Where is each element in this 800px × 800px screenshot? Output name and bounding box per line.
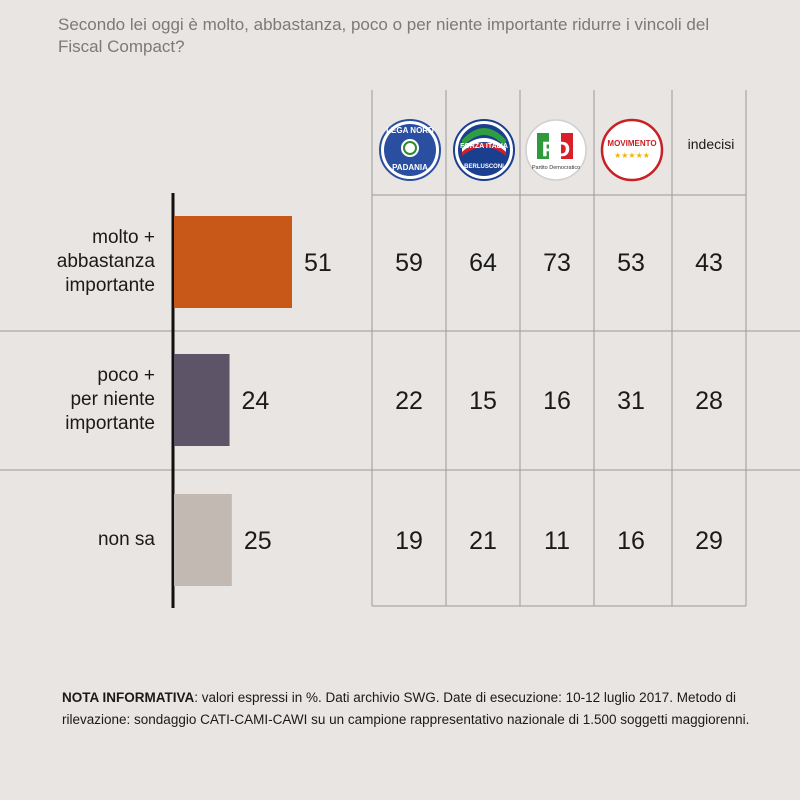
chart-question: Secondo lei oggi è molto, abbastanza, po… — [58, 15, 710, 56]
table-gridlines — [0, 90, 800, 607]
table-cell-0-2: 73 — [543, 249, 571, 277]
table-cell-2-0: 19 — [395, 527, 423, 555]
bar-value-label-2: 25 — [244, 527, 272, 555]
table-cell-2-4: 29 — [695, 527, 723, 555]
m5s-logo-top-text: MOVIMENTO — [607, 139, 656, 148]
category-label-2: non sa — [97, 529, 155, 550]
table-cell-2-2: 11 — [544, 527, 570, 555]
bar-value-label-0: 51 — [304, 249, 332, 277]
note-title: NOTA INFORMATIVA — [62, 690, 195, 705]
table-cell-0-0: 59 — [395, 249, 423, 277]
category-label-0: molto + abbastanza importante — [56, 227, 155, 296]
pd-logo-bottom-text: Partito Democratico — [532, 165, 580, 171]
table-cell-1-3: 31 — [617, 387, 645, 415]
bar-series: 51 24 25 — [174, 216, 332, 586]
lega-logo-top-text: LEGA NORD — [386, 126, 434, 135]
table-cell-2-3: 16 — [617, 527, 645, 555]
lega-logo-bottom-text: PADANIA — [392, 163, 428, 172]
table-cell-1-4: 28 — [695, 387, 723, 415]
indecisi-header: indecisi — [687, 136, 735, 152]
forza-italia-logo: FORZA ITALIA BERLUSCONI — [452, 118, 516, 182]
table-cell-0-4: 43 — [695, 249, 723, 277]
m5s-logo: MOVIMENTO ★★★★★ — [600, 118, 664, 182]
table-cell-2-1: 21 — [469, 527, 497, 555]
table-cell-1-0: 22 — [395, 387, 423, 415]
bar-2 — [174, 494, 232, 586]
lega-nord-logo: LEGA NORD PADANIA — [378, 118, 442, 182]
pd-logo: PD Partito Democratico — [524, 118, 588, 182]
table-cell-0-1: 64 — [469, 249, 497, 277]
note-text: : valori espressi in %. Dati archivio SW… — [62, 690, 750, 727]
bar-1 — [174, 354, 230, 446]
fi-logo-bottom-text: BERLUSCONI — [464, 164, 504, 170]
pd-logo-top-text: PD — [542, 139, 570, 161]
table-cell-0-3: 53 — [617, 249, 645, 277]
bar-0 — [174, 216, 292, 308]
category-label-1: poco + per niente importante — [65, 365, 155, 434]
m5s-logo-stars: ★★★★★ — [614, 151, 650, 160]
table-cell-1-2: 16 — [543, 387, 571, 415]
informative-note: NOTA INFORMATIVA: valori espressi in %. … — [62, 687, 762, 731]
fi-logo-top-text: FORZA ITALIA — [460, 143, 508, 150]
bar-value-label-1: 24 — [242, 387, 270, 415]
table-cells: 59 64 73 53 43 22 15 16 31 28 19 21 11 16 29 — [395, 249, 723, 555]
table-cell-1-1: 15 — [469, 387, 497, 415]
